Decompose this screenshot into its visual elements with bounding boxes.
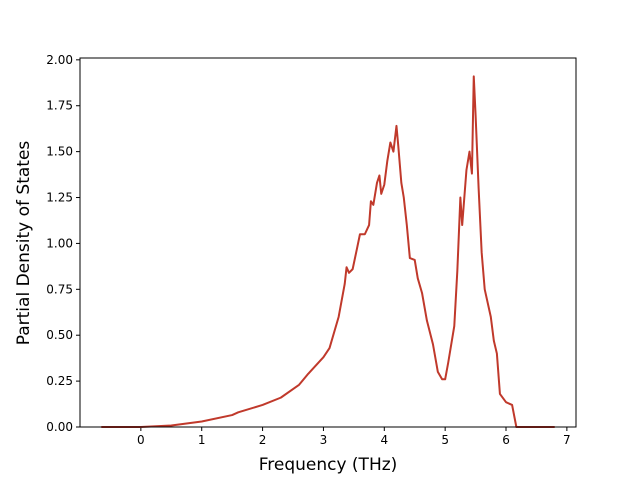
x-tick-label: 4: [380, 433, 388, 447]
x-tick-label: 3: [320, 433, 328, 447]
x-tick-label: 6: [502, 433, 510, 447]
x-tick-label: 5: [441, 433, 449, 447]
x-tick-label: 2: [259, 433, 267, 447]
y-tick-label: 0.25: [46, 374, 73, 388]
x-axis-label: Frequency (THz): [259, 455, 398, 475]
plot-frame: [79, 57, 577, 428]
x-tick-label: 7: [563, 433, 571, 447]
y-tick-label: 2.00: [46, 53, 73, 67]
x-tick-label: 0: [137, 433, 145, 447]
y-tick-label: 0.50: [46, 328, 73, 342]
line: [101, 75, 555, 428]
y-tick-label: 1.50: [46, 145, 73, 159]
y-tick-label: 1.00: [46, 236, 73, 250]
y-tick-label: 0.75: [46, 282, 73, 296]
y-tick-label: 0.00: [46, 420, 73, 434]
y-tick-label: 1.75: [46, 99, 73, 113]
x-tick-label: 1: [198, 433, 206, 447]
y-tick-label: 1.25: [46, 191, 73, 205]
y-axis-label: Partial Density of States: [14, 141, 34, 346]
